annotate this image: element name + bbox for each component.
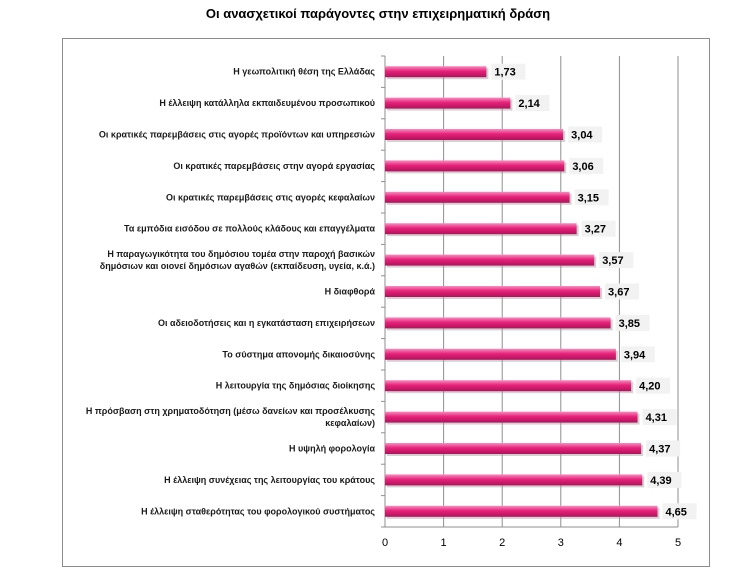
value-label-box	[574, 189, 609, 206]
value-label: 2,14	[518, 98, 540, 110]
value-label-box	[515, 95, 550, 112]
bar	[385, 443, 642, 454]
value-label: 3,27	[585, 224, 606, 236]
category-label: Η έλλειψη σταθερότητας του φορολογικού σ…	[141, 506, 375, 516]
value-label-box	[647, 471, 682, 488]
value-label-box	[568, 126, 603, 143]
category-label: Η πρόσβαση στη χρηματοδότηση (μέσω δανεί…	[86, 406, 375, 416]
category-label: Οι κρατικές παρεμβάσεις στην αγορά εργασ…	[173, 161, 375, 171]
bar	[385, 380, 632, 392]
value-label-box	[599, 252, 634, 269]
value-label-box	[636, 377, 671, 394]
x-tick-label: 2	[499, 537, 505, 549]
value-label: 4,65	[665, 506, 686, 518]
bar	[385, 66, 487, 78]
value-label: 3,04	[571, 130, 593, 142]
value-label: 3,85	[619, 318, 640, 330]
value-label: 3,67	[608, 287, 629, 299]
bar-layer	[385, 66, 660, 519]
category-label: Το σύστημα απονομής δικαιοσύνης	[222, 349, 375, 359]
category-label: Η έλλειψη συνέχειας της λειτουργίας του …	[164, 475, 375, 485]
label-layer: 0 1 2 3 4 5 1,73 Η γεωπολιτική θέση της Ελλάδας…	[86, 63, 697, 549]
bar-chart: 0 1 2 3 4 5 1,73 Η γεωπολιτική θέση της Ελλάδας…	[86, 55, 697, 549]
x-tick-label: 0	[382, 537, 388, 549]
value-label-box	[491, 63, 526, 80]
category-label: Οι αδειοδοτήσεις και η εγκατάσταση επιχε…	[158, 318, 375, 328]
category-label: Τα εμπόδια εισόδου σε πολλούς κλάδους κα…	[124, 224, 375, 234]
value-label: 4,31	[646, 412, 667, 424]
value-label-box	[646, 440, 681, 457]
bar	[385, 160, 565, 172]
value-label: 4,20	[639, 381, 660, 393]
category-label: Η παραγωγικότητα του δημόσιου τομέα στην…	[107, 249, 375, 259]
value-label-box	[605, 283, 640, 300]
chart-frame: 0 1 2 3 4 5 1,73 Η γεωπολιτική θέση της Ελλάδας…	[62, 38, 710, 567]
value-label: 4,39	[650, 475, 671, 487]
value-label: 3,06	[572, 161, 593, 173]
category-label: Η διαφθορά	[325, 287, 376, 297]
x-tick-label: 1	[441, 537, 447, 549]
value-label-box	[642, 409, 677, 426]
category-label: Η υψηλή φορολογία	[289, 444, 375, 454]
value-label: 4,37	[649, 444, 670, 456]
category-label: Η γεωπολιτική θέση της Ελλάδας	[233, 67, 375, 77]
bar	[385, 129, 564, 140]
category-label: Οι κρατικές παρεμβάσεις στις αγορές προϊ…	[99, 130, 375, 140]
category-label: Η έλλειψη κατάλληλα εκπαιδευμένου προσωπ…	[159, 98, 375, 108]
value-label: 1,73	[494, 67, 515, 79]
value-label: 3,57	[602, 255, 623, 267]
x-tick-label: 3	[558, 537, 564, 549]
value-label-box	[569, 157, 604, 174]
bar	[385, 223, 577, 235]
bar	[385, 97, 511, 109]
value-label-box	[620, 346, 655, 363]
category-label: Η λειτουργία της δημόσιας διοίκησης	[216, 381, 376, 391]
bar	[385, 411, 638, 423]
value-label: 3,94	[624, 349, 646, 361]
bar	[385, 474, 643, 486]
x-tick-label: 4	[616, 537, 622, 549]
value-label-box	[615, 314, 650, 331]
bar	[385, 505, 658, 517]
category-label: κεφαλαίων)	[325, 418, 375, 428]
bar	[385, 286, 601, 297]
category-label: δημόσιων και οιονεί δημόσιων αγαθών (εκπ…	[100, 261, 375, 271]
chart-title: Οι ανασχετικοί παράγοντες στην επιχειρημ…	[205, 6, 551, 21]
bar	[385, 254, 595, 266]
value-label: 3,15	[578, 192, 599, 204]
bar	[385, 317, 611, 329]
value-label-box	[662, 503, 697, 520]
x-tick-label: 5	[675, 537, 681, 549]
value-label-box	[581, 220, 616, 237]
bar	[385, 191, 570, 203]
bar	[385, 348, 616, 360]
category-label: Οι κρατικές παρεμβάσεις στις αγορές κεφα…	[166, 192, 375, 202]
